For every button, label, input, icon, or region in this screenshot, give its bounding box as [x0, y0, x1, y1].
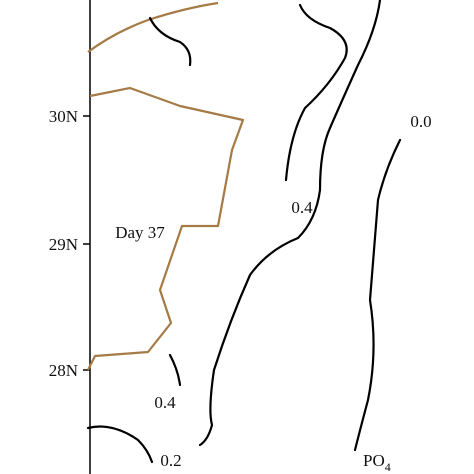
- annotation: Day 37: [115, 223, 165, 242]
- contour-line: [148, 16, 192, 67]
- contour-line: [284, 3, 348, 182]
- variable-label: PO4: [363, 451, 391, 474]
- contour-line: [353, 138, 402, 452]
- y-tick-label: 29N: [49, 235, 78, 254]
- contour-label: 0.2: [160, 451, 181, 470]
- contour-line: [168, 353, 182, 387]
- y-tick-label: 30N: [49, 107, 78, 126]
- contour-label: 0.4: [291, 198, 313, 217]
- variable-subscript: 4: [385, 460, 391, 474]
- front-line: [87, 86, 245, 371]
- front-line: [87, 1, 219, 53]
- contour-line: [198, 0, 382, 447]
- variable-base: PO: [363, 451, 385, 470]
- y-tick-label: 28N: [49, 361, 78, 380]
- contour-line: [86, 425, 154, 464]
- contour-label: 0.4: [154, 393, 176, 412]
- contour-label: 0.0: [410, 112, 431, 131]
